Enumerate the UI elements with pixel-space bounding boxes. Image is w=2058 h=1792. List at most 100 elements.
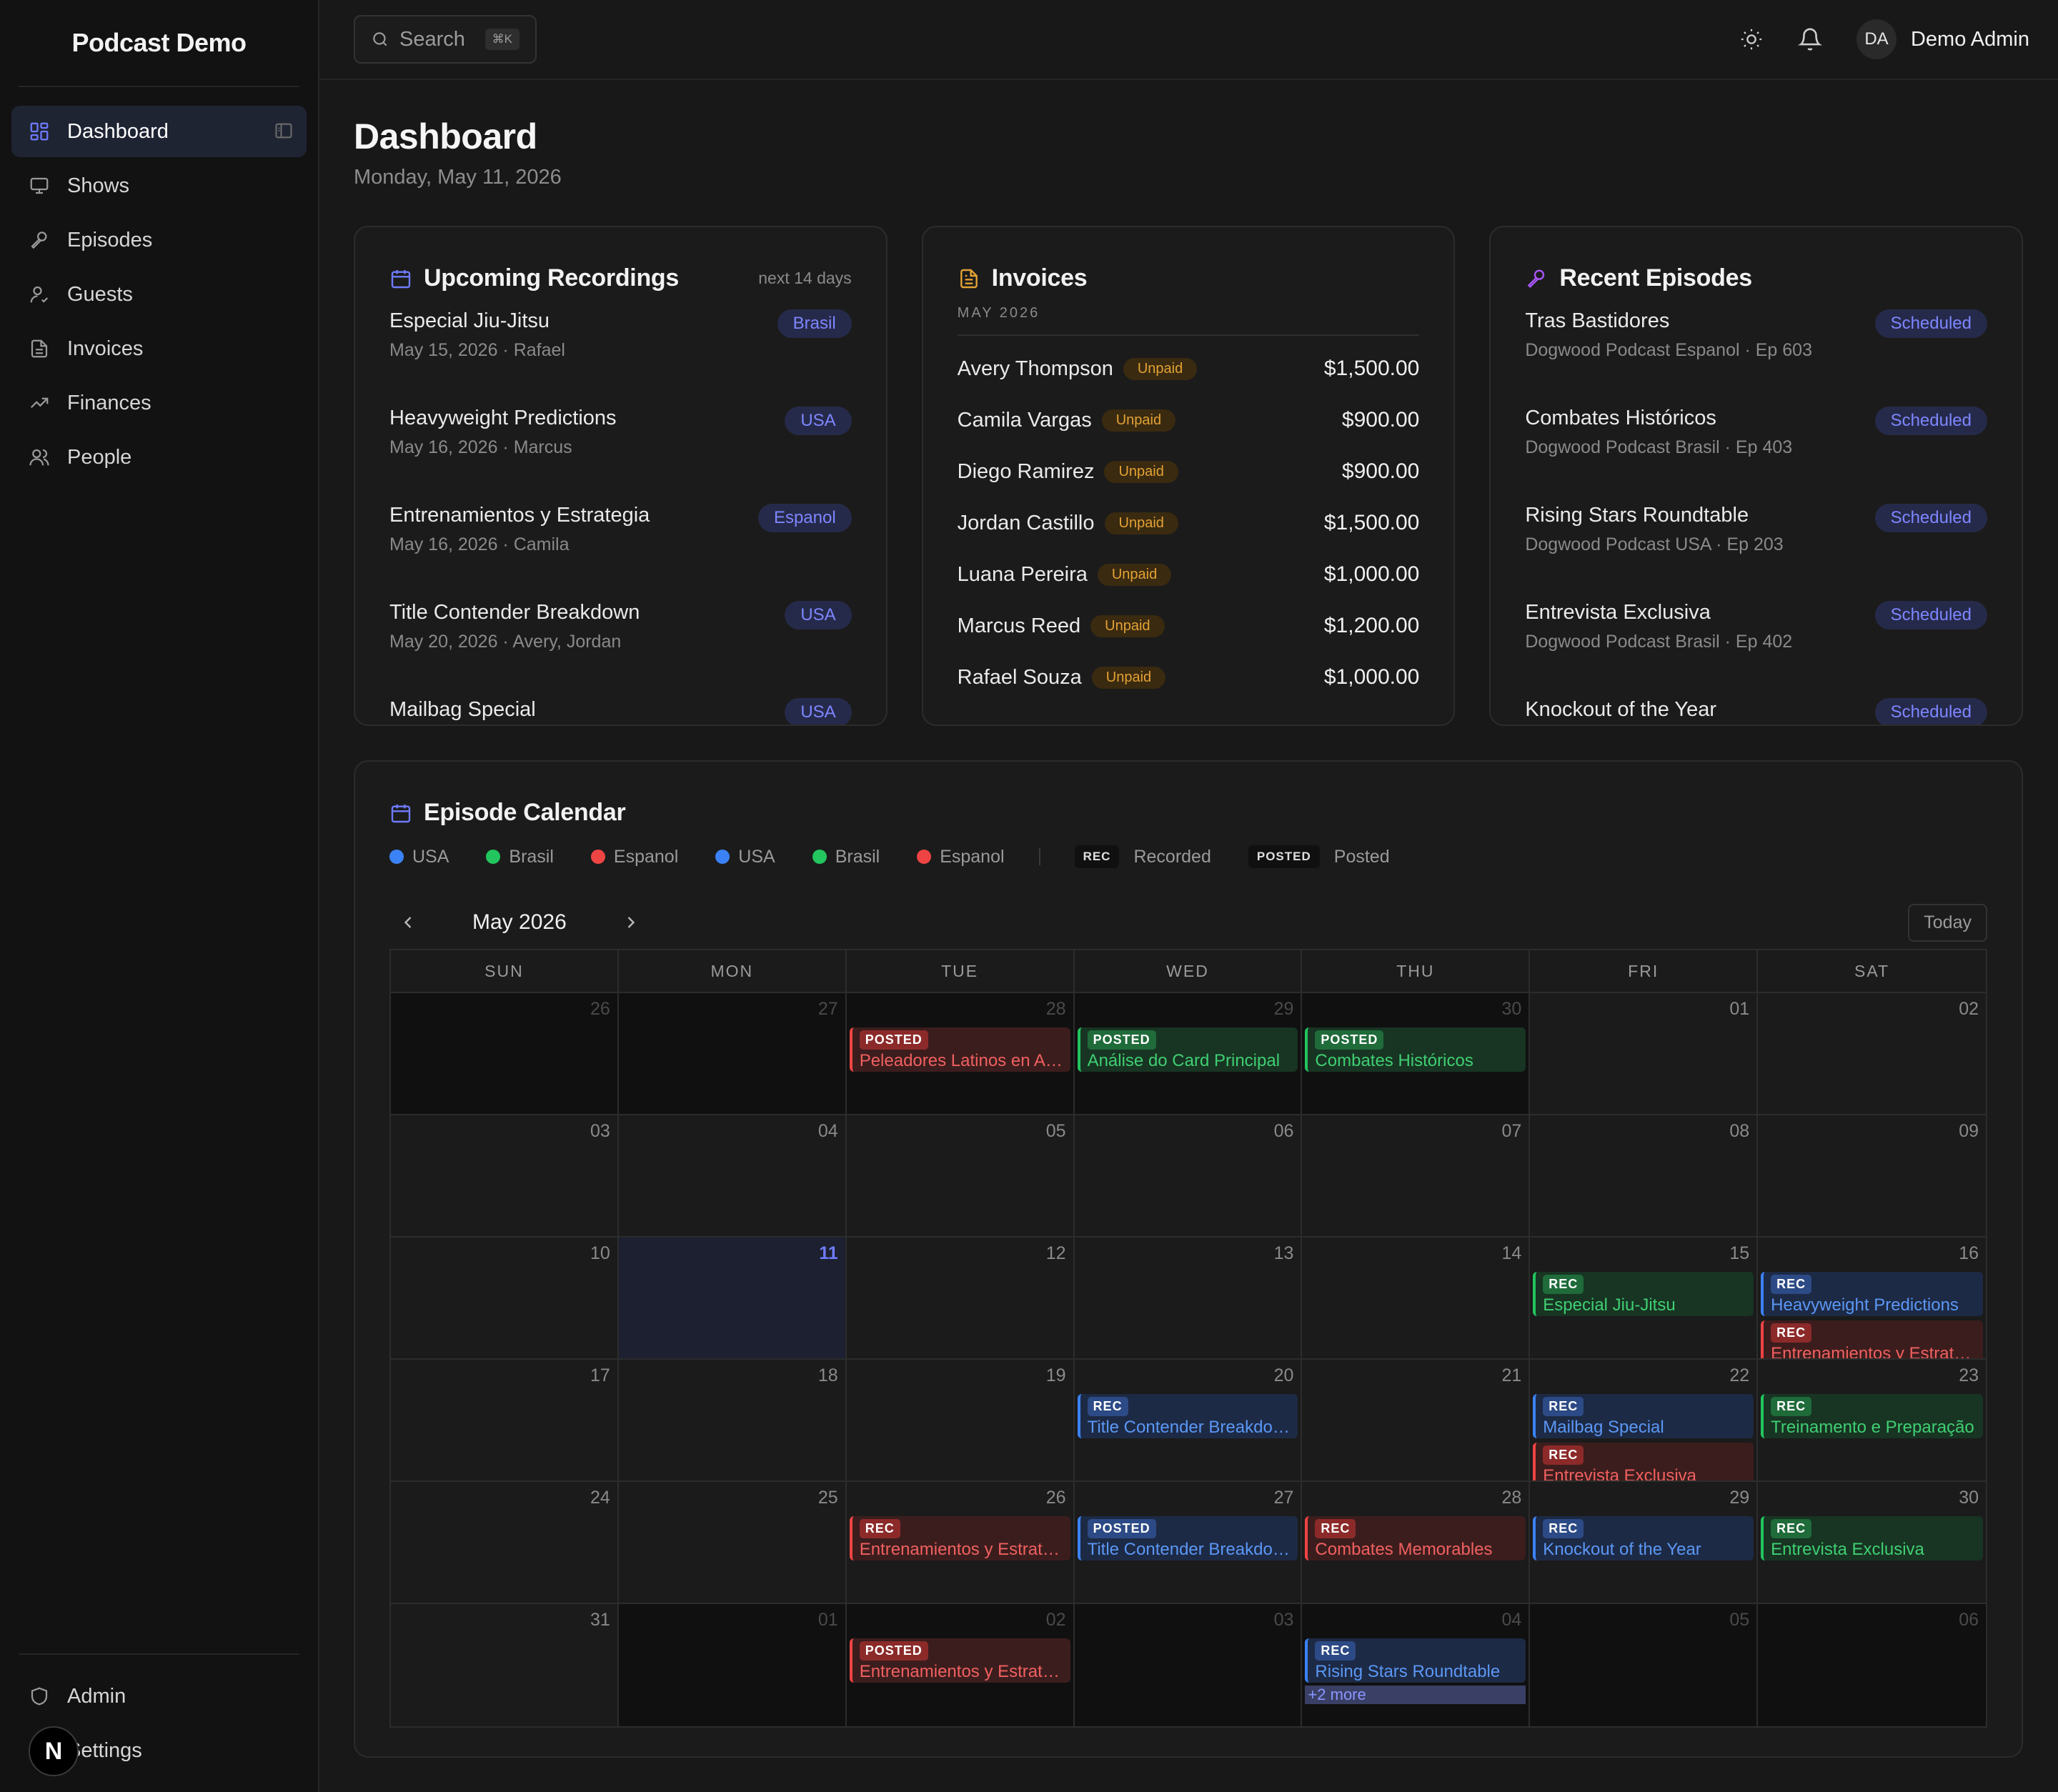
calendar-event[interactable]: REC Treinamento e Preparação <box>1761 1394 1983 1438</box>
calendar-day[interactable]: 08 <box>1530 1115 1759 1236</box>
calendar-day[interactable]: 02 POSTED Entrenamientos y Estrategia <box>846 1604 1075 1726</box>
sidebar-item-finances[interactable]: Finances <box>11 377 307 429</box>
invoice-row[interactable]: Camila Vargas Unpaid $900.00 <box>958 394 1420 446</box>
calendar-day[interactable]: 01 <box>1530 993 1759 1114</box>
calendar-day[interactable]: 12 <box>847 1238 1075 1358</box>
invoice-row[interactable]: Jordan Castillo Unpaid $1,500.00 <box>958 497 1420 549</box>
invoice-row[interactable]: Diego Ramirez Unpaid $900.00 <box>958 446 1420 497</box>
invoice-row[interactable]: Rafael Souza Unpaid $1,000.00 <box>958 652 1420 703</box>
calendar-day[interactable]: 10 <box>391 1238 619 1358</box>
list-item[interactable]: Especial Jiu-Jitsu May 15, 2026 · Rafael B… <box>389 309 852 407</box>
calendar-event[interactable]: REC Combates Memorables <box>1305 1516 1526 1560</box>
list-item[interactable]: Entrevista Exclusiva Dogwood Podcast Bras… <box>1525 601 1988 698</box>
calendar-day[interactable]: 14 <box>1302 1238 1531 1358</box>
sidebar-item-shows[interactable]: Shows <box>11 160 307 211</box>
calendar-day[interactable]: 18 <box>619 1360 847 1480</box>
calendar-event[interactable]: POSTED Entrenamientos y Estrategia <box>849 1638 1070 1683</box>
calendar-day[interactable]: 09 <box>1758 1115 1986 1236</box>
calendar-event[interactable]: REC Entrevista Exclusiva <box>1533 1443 1754 1480</box>
calendar-event[interactable]: REC Entrenamientos y Estrategia <box>1761 1320 1983 1358</box>
dev-indicator-badge[interactable]: N <box>29 1726 79 1776</box>
calendar-day[interactable]: 03 <box>1074 1604 1303 1726</box>
today-button[interactable]: Today <box>1908 903 1987 942</box>
calendar-event[interactable]: REC Especial Jiu-Jitsu <box>1533 1272 1754 1316</box>
calendar-day[interactable]: 03 <box>391 1115 619 1236</box>
calendar-day[interactable]: 27 <box>618 993 847 1114</box>
chevron-left-icon[interactable] <box>398 912 418 932</box>
calendar-day[interactable]: 05 <box>847 1115 1075 1236</box>
sidebar-collapse-icon[interactable] <box>274 121 294 141</box>
calendar-day[interactable]: 06 <box>1758 1604 1986 1726</box>
calendar-day[interactable]: 11 <box>618 1238 847 1358</box>
legend-status-badge: REC <box>1074 845 1120 868</box>
calendar-event[interactable]: REC Rising Stars Roundtable <box>1305 1638 1526 1683</box>
invoice-row[interactable]: Avery Thompson Unpaid $1,500.00 <box>958 343 1420 394</box>
calendar-day[interactable]: 29 REC Knockout of the Year <box>1530 1482 1759 1603</box>
calendar-day[interactable]: 25 <box>619 1482 847 1603</box>
calendar-event[interactable]: REC Mailbag Special <box>1533 1394 1754 1438</box>
calendar-event[interactable]: REC Entrenamientos y Estrategia <box>849 1516 1070 1560</box>
calendar-day[interactable]: 13 <box>1075 1238 1303 1358</box>
more-events-link[interactable]: +2 more <box>1305 1686 1526 1704</box>
calendar-day[interactable]: 30 REC Entrevista Exclusiva <box>1758 1482 1986 1603</box>
calendar-event[interactable]: POSTED Combates Históricos <box>1305 1027 1526 1072</box>
theme-toggle-sun-icon[interactable] <box>1739 27 1764 51</box>
list-item[interactable]: Entrenamientos y Estrategia May 16, 2026 … <box>389 504 852 601</box>
sidebar-item-episodes[interactable]: Episodes <box>11 214 307 266</box>
calendar-day[interactable]: 04 REC Rising Stars Roundtable +2 more <box>1302 1604 1531 1726</box>
sidebar-item-admin[interactable]: Admin <box>11 1671 307 1722</box>
calendar-event[interactable]: POSTED Análise do Card Principal <box>1077 1027 1298 1072</box>
calendar-day[interactable]: 30 POSTED Combates Históricos <box>1302 993 1531 1114</box>
list-item[interactable]: Heavyweight Predictions May 16, 2026 · Ma… <box>389 407 852 504</box>
list-item[interactable]: Combates Históricos Dogwood Podcast Brasi… <box>1525 407 1988 504</box>
calendar-day[interactable]: 02 <box>1758 993 1986 1114</box>
calendar-day[interactable]: 19 <box>847 1360 1075 1480</box>
calendar-day[interactable]: 07 <box>1302 1115 1531 1236</box>
list-item[interactable]: Mailbag Special USA <box>389 698 852 725</box>
calendar-day[interactable]: 31 <box>391 1604 619 1726</box>
calendar-day[interactable]: 16 REC Heavyweight Predictions REC Entrenami… <box>1758 1238 1986 1358</box>
calendar-day[interactable]: 01 <box>618 1604 847 1726</box>
calendar-day[interactable]: 29 POSTED Análise do Card Principal <box>1074 993 1303 1114</box>
card-header: Invoices <box>958 264 1420 292</box>
sidebar-item-people[interactable]: People <box>11 432 307 483</box>
calendar-day[interactable]: 24 <box>391 1482 619 1603</box>
calendar-event[interactable]: REC Heavyweight Predictions <box>1761 1272 1983 1316</box>
chevron-right-icon[interactable] <box>621 912 641 932</box>
sidebar-item-guests[interactable]: Guests <box>11 269 307 320</box>
list-item[interactable]: Knockout of the Year Scheduled <box>1525 698 1988 725</box>
calendar-day[interactable]: 15 REC Especial Jiu-Jitsu <box>1530 1238 1759 1358</box>
list-item-text: Title Contender Breakdown May 20, 2026 · … <box>389 601 640 652</box>
calendar-day[interactable]: 20 REC Title Contender Breakdown <box>1075 1360 1303 1480</box>
list-item[interactable]: Rising Stars Roundtable Dogwood Podcast U… <box>1525 504 1988 601</box>
notifications-bell-icon[interactable] <box>1798 27 1822 51</box>
list-item[interactable]: Title Contender Breakdown May 20, 2026 · … <box>389 601 852 698</box>
invoice-row[interactable]: Luana Pereira Unpaid $1,000.00 <box>958 549 1420 600</box>
list-item[interactable]: Tras Bastidores Dogwood Podcast Espanol ·… <box>1525 309 1988 407</box>
calendar-day[interactable]: 23 REC Treinamento e Preparação <box>1758 1360 1986 1480</box>
sidebar-item-dashboard[interactable]: Dashboard <box>11 106 307 157</box>
calendar-event[interactable]: REC Entrevista Exclusiva <box>1761 1516 1983 1560</box>
calendar-day[interactable]: 28 REC Combates Memorables <box>1302 1482 1531 1603</box>
invoice-row[interactable]: Marcus Reed Unpaid $1,200.00 <box>958 600 1420 652</box>
sidebar-item-invoices[interactable]: Invoices <box>11 323 307 374</box>
user-menu[interactable]: DA Demo Admin <box>1856 19 2029 59</box>
calendar-day[interactable]: 27 POSTED Title Contender Breakdown <box>1075 1482 1303 1603</box>
calendar-day[interactable]: 26 <box>391 993 619 1114</box>
calendar-day[interactable]: 17 <box>391 1360 619 1480</box>
calendar-day[interactable]: 21 <box>1302 1360 1531 1480</box>
search-input[interactable]: Search ⌘K <box>354 15 537 64</box>
calendar-day[interactable]: 22 REC Mailbag Special REC Entrevista Exclus… <box>1530 1360 1759 1480</box>
divider <box>19 1653 299 1655</box>
calendar-day[interactable]: 06 <box>1075 1115 1303 1236</box>
calendar-day[interactable]: 26 REC Entrenamientos y Estrategia <box>847 1482 1075 1603</box>
calendar-day[interactable]: 04 <box>619 1115 847 1236</box>
sidebar-item-settings[interactable]: Settings <box>11 1725 307 1776</box>
calendar-event[interactable]: REC Knockout of the Year <box>1533 1516 1754 1560</box>
calendar-day[interactable]: 05 <box>1530 1604 1759 1726</box>
day-number: 22 <box>1729 1365 1750 1385</box>
calendar-event[interactable]: REC Title Contender Breakdown <box>1077 1394 1298 1438</box>
calendar-event[interactable]: POSTED Title Contender Breakdown <box>1077 1516 1298 1560</box>
